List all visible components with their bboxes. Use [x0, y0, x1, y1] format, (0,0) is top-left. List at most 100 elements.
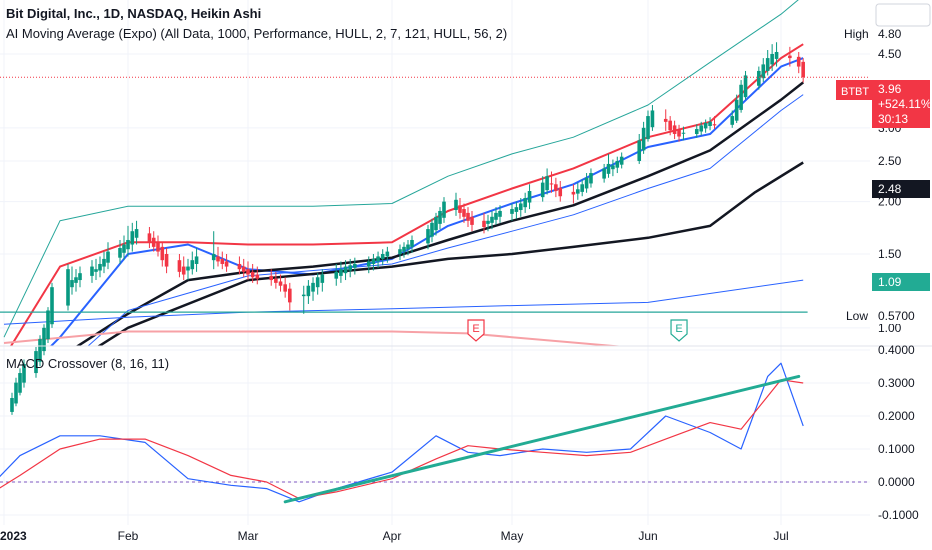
candle[interactable]: [50, 282, 54, 328]
candle[interactable]: [241, 258, 246, 278]
candle[interactable]: [641, 121, 646, 154]
candle[interactable]: [734, 94, 739, 124]
candle[interactable]: [255, 266, 260, 285]
candle[interactable]: [90, 260, 94, 283]
candle[interactable]: [470, 210, 474, 232]
time-axis[interactable]: 2023 Feb Mar Apr May Jun Jul: [0, 529, 789, 543]
candle[interactable]: [410, 235, 414, 253]
candle[interactable]: [549, 171, 554, 193]
candle[interactable]: [589, 168, 593, 188]
candle[interactable]: [366, 256, 371, 274]
candle[interactable]: [743, 70, 748, 100]
macd-title[interactable]: MACD Crossover (8, 16, 11): [6, 356, 169, 371]
candle[interactable]: [757, 66, 761, 90]
candle[interactable]: [311, 277, 315, 301]
candle[interactable]: [434, 212, 438, 236]
candle[interactable]: [663, 109, 668, 131]
candle[interactable]: [650, 105, 655, 131]
candle[interactable]: [190, 251, 195, 275]
candle[interactable]: [164, 248, 169, 274]
candle[interactable]: [462, 203, 466, 223]
candle[interactable]: [315, 273, 320, 295]
candle[interactable]: [306, 280, 311, 304]
candle[interactable]: [70, 266, 74, 295]
candle[interactable]: [402, 242, 406, 258]
candle[interactable]: [712, 116, 717, 130]
candle[interactable]: [540, 176, 545, 202]
candle[interactable]: [615, 156, 620, 174]
symbol-title[interactable]: Bit Digital, Inc., 1D, NASDAQ, Heikin As…: [6, 6, 261, 21]
candle[interactable]: [774, 42, 779, 67]
candle[interactable]: [514, 201, 519, 219]
candle[interactable]: [246, 261, 250, 281]
candle[interactable]: [438, 207, 442, 230]
candle[interactable]: [211, 231, 216, 270]
candle[interactable]: [301, 285, 306, 314]
candle[interactable]: [761, 58, 766, 82]
candle[interactable]: [677, 124, 681, 142]
candle[interactable]: [371, 254, 376, 271]
candle[interactable]: [571, 184, 576, 204]
candle[interactable]: [278, 274, 283, 292]
candle[interactable]: [558, 180, 563, 202]
candle[interactable]: [765, 49, 770, 76]
candle[interactable]: [619, 152, 624, 169]
candle[interactable]: [385, 246, 390, 263]
candle[interactable]: [527, 184, 532, 210]
candle[interactable]: [739, 80, 743, 113]
candle[interactable]: [376, 251, 380, 268]
candle[interactable]: [545, 168, 549, 195]
candle[interactable]: [283, 277, 287, 298]
candle[interactable]: [681, 126, 686, 141]
candle[interactable]: [426, 224, 430, 250]
earnings-marker[interactable]: E: [670, 319, 688, 342]
candle[interactable]: [147, 226, 152, 249]
candle[interactable]: [518, 198, 523, 217]
candle[interactable]: [801, 58, 805, 83]
candle[interactable]: [554, 177, 558, 198]
candle[interactable]: [156, 235, 160, 257]
candle[interactable]: [151, 231, 156, 252]
candle[interactable]: [98, 256, 102, 278]
candle[interactable]: [646, 110, 650, 142]
macd-axis[interactable]: 0.4000 0.3000 0.2000 0.1000 0.0000 -0.1000: [878, 343, 919, 522]
candle[interactable]: [486, 214, 490, 232]
candle[interactable]: [181, 256, 186, 281]
candle[interactable]: [672, 120, 677, 140]
candle[interactable]: [118, 239, 122, 264]
candle[interactable]: [699, 121, 703, 136]
candle[interactable]: [14, 377, 18, 407]
heikin-ashi-candles[interactable]: [0, 42, 805, 427]
candle[interactable]: [494, 207, 498, 225]
macd-trendline[interactable]: [283, 374, 801, 504]
candle[interactable]: [730, 110, 735, 128]
candle[interactable]: [770, 44, 774, 71]
candle[interactable]: [458, 198, 462, 219]
candle[interactable]: [216, 246, 220, 267]
candle[interactable]: [66, 263, 70, 311]
candle[interactable]: [576, 182, 580, 200]
candle[interactable]: [637, 133, 642, 164]
top-right-button[interactable]: [875, 3, 931, 27]
candle[interactable]: [122, 235, 126, 261]
candle[interactable]: [94, 258, 98, 281]
candle[interactable]: [380, 249, 385, 266]
candle[interactable]: [38, 335, 42, 367]
candle[interactable]: [490, 210, 494, 230]
candle[interactable]: [668, 116, 672, 136]
candle[interactable]: [398, 244, 402, 261]
candle[interactable]: [602, 163, 606, 183]
candle[interactable]: [406, 239, 410, 256]
candle[interactable]: [34, 346, 38, 378]
price-axis[interactable]: 4.503.002.502.001.501.00: [878, 47, 902, 335]
candle[interactable]: [106, 242, 110, 270]
candle[interactable]: [18, 368, 22, 396]
candle[interactable]: [194, 248, 199, 272]
candle[interactable]: [348, 258, 352, 278]
candle[interactable]: [498, 205, 502, 223]
candle[interactable]: [523, 192, 527, 213]
candle[interactable]: [224, 254, 229, 272]
candle[interactable]: [611, 159, 615, 177]
candle[interactable]: [788, 46, 792, 67]
